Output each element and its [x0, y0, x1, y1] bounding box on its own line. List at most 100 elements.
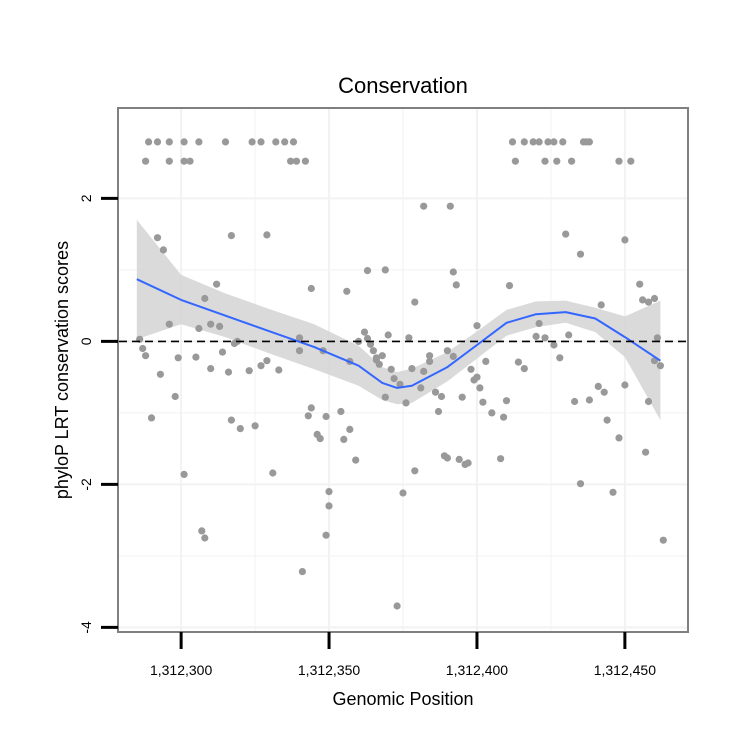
- data-point: [535, 138, 543, 146]
- data-point: [644, 298, 653, 306]
- data-point: [576, 480, 585, 488]
- data-point: [443, 454, 451, 462]
- data-point: [165, 320, 173, 328]
- x-tick-label: 1,312,300: [150, 662, 212, 678]
- data-point: [449, 268, 457, 276]
- data-point: [479, 398, 487, 406]
- data-point: [195, 138, 203, 146]
- data-point: [390, 375, 398, 383]
- data-point: [257, 362, 265, 370]
- data-point: [165, 138, 173, 146]
- data-point: [257, 138, 265, 146]
- grid: [119, 109, 687, 631]
- data-point: [639, 296, 647, 304]
- data-point: [571, 397, 579, 406]
- data-point: [559, 138, 567, 146]
- data-point: [576, 250, 585, 258]
- data-point: [201, 294, 209, 303]
- data-point: [609, 488, 617, 496]
- data-point: [307, 404, 315, 412]
- data-point: [269, 469, 277, 477]
- data-point: [568, 157, 576, 165]
- x-axis: 1,312,300 1,312,350 1,312,400 1,312,450: [150, 632, 656, 678]
- data-point: [363, 334, 372, 343]
- data-point: [381, 393, 389, 401]
- data-point: [615, 434, 623, 442]
- data-point: [289, 138, 298, 146]
- data-point: [224, 368, 233, 376]
- data-point: [287, 157, 295, 165]
- data-point: [600, 388, 608, 396]
- data-point: [544, 138, 552, 146]
- data-point: [227, 416, 235, 424]
- data-point: [393, 602, 401, 610]
- data-point: [514, 358, 523, 366]
- x-tick-label: 1,312,450: [594, 662, 656, 678]
- data-point: [378, 352, 386, 360]
- y-tick-label: -2: [78, 478, 94, 491]
- data-point: [343, 287, 351, 295]
- data-point: [636, 280, 644, 288]
- data-point: [449, 352, 457, 360]
- data-point: [642, 448, 650, 456]
- data-point: [304, 412, 312, 420]
- data-point: [248, 138, 256, 146]
- data-point: [488, 409, 496, 417]
- data-point: [550, 341, 558, 349]
- data-point: [541, 334, 549, 342]
- data-point: [325, 502, 333, 510]
- panel-border: [117, 107, 689, 633]
- data-point: [565, 331, 573, 339]
- data-point: [467, 365, 475, 373]
- data-point: [597, 301, 605, 309]
- data-point: [511, 157, 519, 165]
- data-point: [251, 422, 259, 430]
- data-point: [411, 467, 419, 475]
- data-point: [402, 399, 410, 407]
- data-point: [218, 348, 227, 356]
- data-point: [295, 334, 304, 342]
- data-point: [473, 373, 481, 381]
- data-point: [156, 370, 164, 378]
- data-point: [275, 366, 283, 374]
- data-point: [301, 157, 309, 165]
- data-point: [497, 455, 505, 463]
- data-point: [201, 534, 209, 542]
- data-point: [656, 362, 665, 370]
- data-point: [180, 138, 188, 146]
- data-point: [207, 365, 215, 373]
- data-point: [502, 397, 511, 405]
- data-point: [621, 236, 629, 244]
- data-point: [372, 356, 380, 364]
- data-point: [585, 396, 594, 404]
- data-point: [458, 393, 466, 401]
- data-point: [221, 138, 230, 146]
- data-point: [186, 157, 194, 165]
- data-point: [452, 281, 460, 289]
- data-point: [165, 157, 173, 165]
- data-point: [405, 334, 413, 342]
- y-axis-title: phyloP LRT conservation scores: [52, 241, 72, 499]
- data-point: [180, 157, 188, 165]
- data-point: [603, 416, 611, 424]
- y-tick-label: 0: [78, 337, 94, 345]
- data-point: [381, 266, 389, 274]
- data-point: [553, 157, 561, 165]
- data-points: [136, 138, 667, 610]
- data-point: [464, 459, 472, 467]
- data-point: [263, 357, 271, 365]
- y-tick-label: -4: [78, 621, 94, 634]
- data-point: [295, 347, 304, 355]
- data-point: [216, 322, 224, 330]
- data-point: [337, 407, 345, 416]
- data-point: [352, 456, 360, 464]
- data-point: [532, 332, 540, 340]
- data-point: [431, 388, 440, 396]
- data-point: [195, 324, 203, 333]
- data-point: [529, 138, 537, 146]
- data-point: [420, 367, 428, 375]
- confidence-band-layer: [136, 219, 661, 421]
- data-point: [535, 319, 543, 328]
- data-point: [171, 392, 179, 401]
- data-point: [615, 157, 623, 165]
